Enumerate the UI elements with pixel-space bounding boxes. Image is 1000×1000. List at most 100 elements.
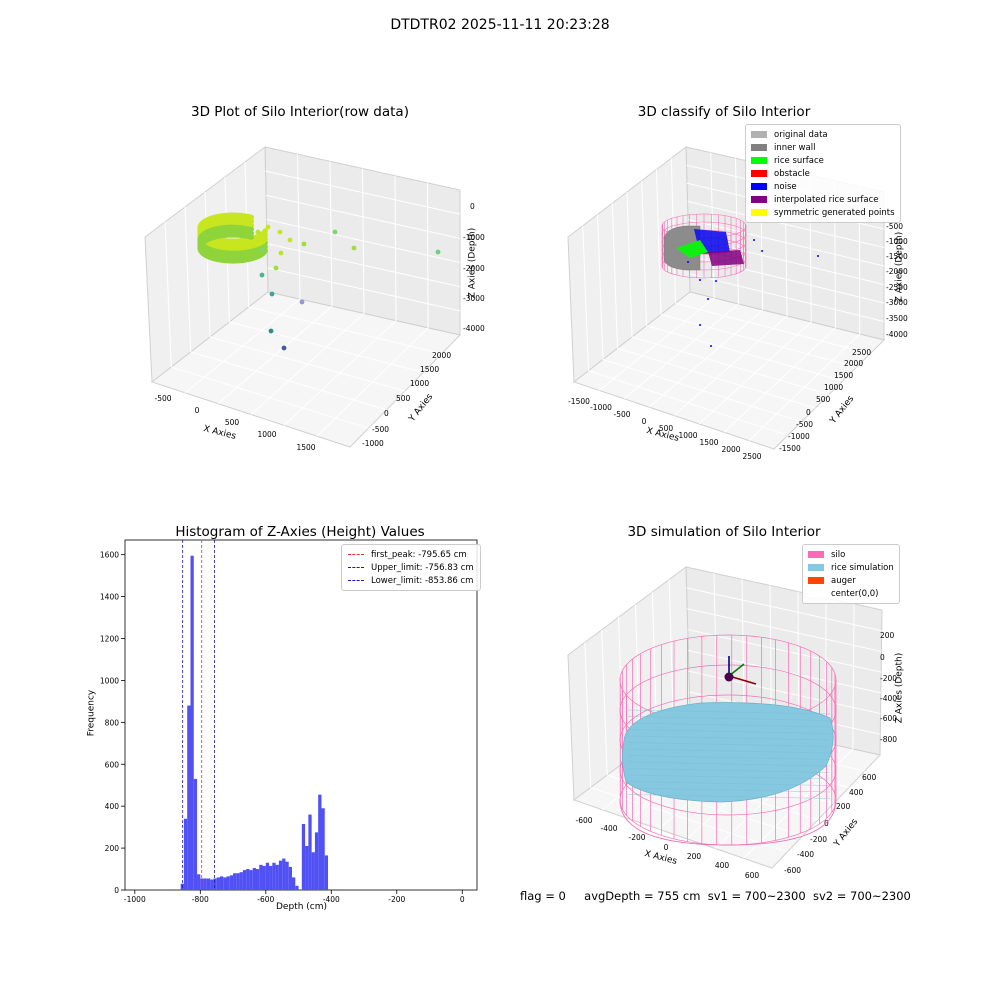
plot2-legend: original data inner wall rice surface obsta… <box>745 124 901 223</box>
plot1-point <box>248 214 255 220</box>
plot2-y-tick: -1500 <box>779 444 801 453</box>
plot2-grid-line <box>626 191 633 338</box>
histogram-x-tick: 0 <box>460 895 465 904</box>
plot4-auger-x <box>728 675 757 685</box>
plot4-rice-mesh-line <box>627 768 831 773</box>
plot4-y-tick: 600 <box>862 773 877 782</box>
histogram-bar <box>216 877 220 890</box>
plot2-grid-line <box>687 219 885 267</box>
histogram-bar <box>318 794 322 890</box>
plot2-noise-point <box>707 298 709 300</box>
plot1-z-tick: -1000 <box>463 233 485 242</box>
plot4-x-tick: -200 <box>628 833 645 842</box>
plot2-rice-surface <box>676 240 708 258</box>
histogram-bar <box>285 861 289 890</box>
plot1-point <box>281 345 287 351</box>
histogram-bar <box>223 877 227 890</box>
plot1-x-tick: 500 <box>225 418 240 427</box>
plot4-z-label: Z Axies (Depth) <box>894 652 905 724</box>
histogram-legend-label: Lower_limit: -853.86 cm <box>371 575 474 586</box>
plot2-z-tick: -1000 <box>886 237 908 246</box>
plot4-z-tick: -800 <box>880 735 897 744</box>
plot4-legend-item: auger <box>808 574 894 587</box>
plot1-point <box>248 218 255 224</box>
plot4-rice-mesh-line <box>627 781 831 786</box>
plot2-grid-line <box>698 321 812 425</box>
histogram-bar <box>187 705 191 890</box>
plot2-legend-swatch <box>751 144 767 151</box>
histogram-bar <box>288 866 292 890</box>
plot4-silo-bottom <box>619 799 837 846</box>
plot2-z-tick: -3500 <box>886 314 908 323</box>
plot4-x-tick: -600 <box>575 816 592 825</box>
plot1-point <box>248 226 255 232</box>
plot2-legend-item: original data <box>751 128 895 141</box>
status-footer: flag = 0 avgDepth = 755 cm sv1 = 700~230… <box>520 889 911 903</box>
plot4-z-tick: -600 <box>880 714 897 723</box>
plot1-point <box>287 237 293 243</box>
plot4-x-tick: 400 <box>715 861 730 870</box>
histogram-plot-area <box>124 539 478 891</box>
plot2-legend-label: interpolated rice surface <box>774 194 879 205</box>
plot1-point <box>278 250 284 256</box>
plot2-noise-point <box>715 280 717 282</box>
plot2-y-tick: 500 <box>816 395 831 404</box>
plot2-grid-line <box>748 333 861 441</box>
plot2-noise-point <box>699 279 701 281</box>
plot2-y-tick: 2000 <box>844 359 863 368</box>
plot1-y-tick: 500 <box>396 394 411 403</box>
histogram-y-tick: 1000 <box>100 676 119 685</box>
plot2-x-tick: -500 <box>613 410 630 419</box>
histogram-y-tick: 600 <box>105 760 120 769</box>
sv1-text: sv1 = 700~2300 <box>707 889 806 903</box>
plot1-grid-line <box>204 191 211 338</box>
plot1-grid-line <box>316 327 429 437</box>
plot2-x-tick: 2000 <box>721 445 740 454</box>
plot2-noise-point <box>761 250 763 252</box>
plot4-rice-mesh-line <box>627 716 831 721</box>
plot2-legend-item: inner wall <box>751 141 895 154</box>
plot1-point <box>351 245 357 251</box>
plot2-y-tick: -1000 <box>788 432 810 441</box>
plot2-legend-swatch <box>751 157 767 164</box>
plot1-point <box>299 299 305 305</box>
histogram-legend-line <box>348 567 364 568</box>
plot4-z-tick: 200 <box>880 631 895 640</box>
plot4-grid-line <box>688 670 881 715</box>
plot2-grid-line <box>641 180 647 326</box>
plot2-grid-line <box>646 325 843 382</box>
histogram-y-tick: 800 <box>105 718 120 727</box>
plot1-z-tick: -2000 <box>463 264 485 273</box>
plot4-x-tick: 600 <box>745 871 760 880</box>
plot4-y-tick: 200 <box>836 802 851 811</box>
plot2-x-tick: 2500 <box>742 452 761 461</box>
avg-depth-text: avgDepth = 755 cm <box>584 889 701 903</box>
histogram-legend-item: Upper_limit: -756.83 cm <box>348 561 474 574</box>
plot1-point <box>301 241 307 247</box>
plot2-legend-item: obstacle <box>751 167 895 180</box>
plot4-grid-line <box>687 608 882 652</box>
histogram-bar <box>183 818 188 890</box>
histogram-bar <box>190 555 194 890</box>
plot4-x-tick: -400 <box>600 824 617 833</box>
plot4-grid-line <box>590 787 788 853</box>
plot1-point <box>269 291 275 297</box>
histogram-bar <box>242 870 247 890</box>
plot2-legend-swatch <box>751 183 767 190</box>
plot2-noise-point <box>817 255 819 257</box>
plot4-grid-line <box>584 642 592 788</box>
histogram-y-tick: 0 <box>114 886 119 895</box>
plot2-legend-swatch <box>751 170 767 177</box>
plot4-legend-swatch <box>808 590 824 597</box>
flag-text: flag = 0 <box>520 889 566 903</box>
plot2-x-tick: -1000 <box>590 403 612 412</box>
plot4-legend-label: auger <box>831 575 856 586</box>
histogram-bar <box>308 814 312 890</box>
plot2-z-tick: -4000 <box>886 330 908 339</box>
plot2-title: 3D classify of Silo Interior <box>637 104 811 120</box>
plot2-grid-line <box>597 214 604 360</box>
plot1-z-tick: -3000 <box>463 294 485 303</box>
plot4-legend-item: center(0,0) <box>808 587 894 600</box>
